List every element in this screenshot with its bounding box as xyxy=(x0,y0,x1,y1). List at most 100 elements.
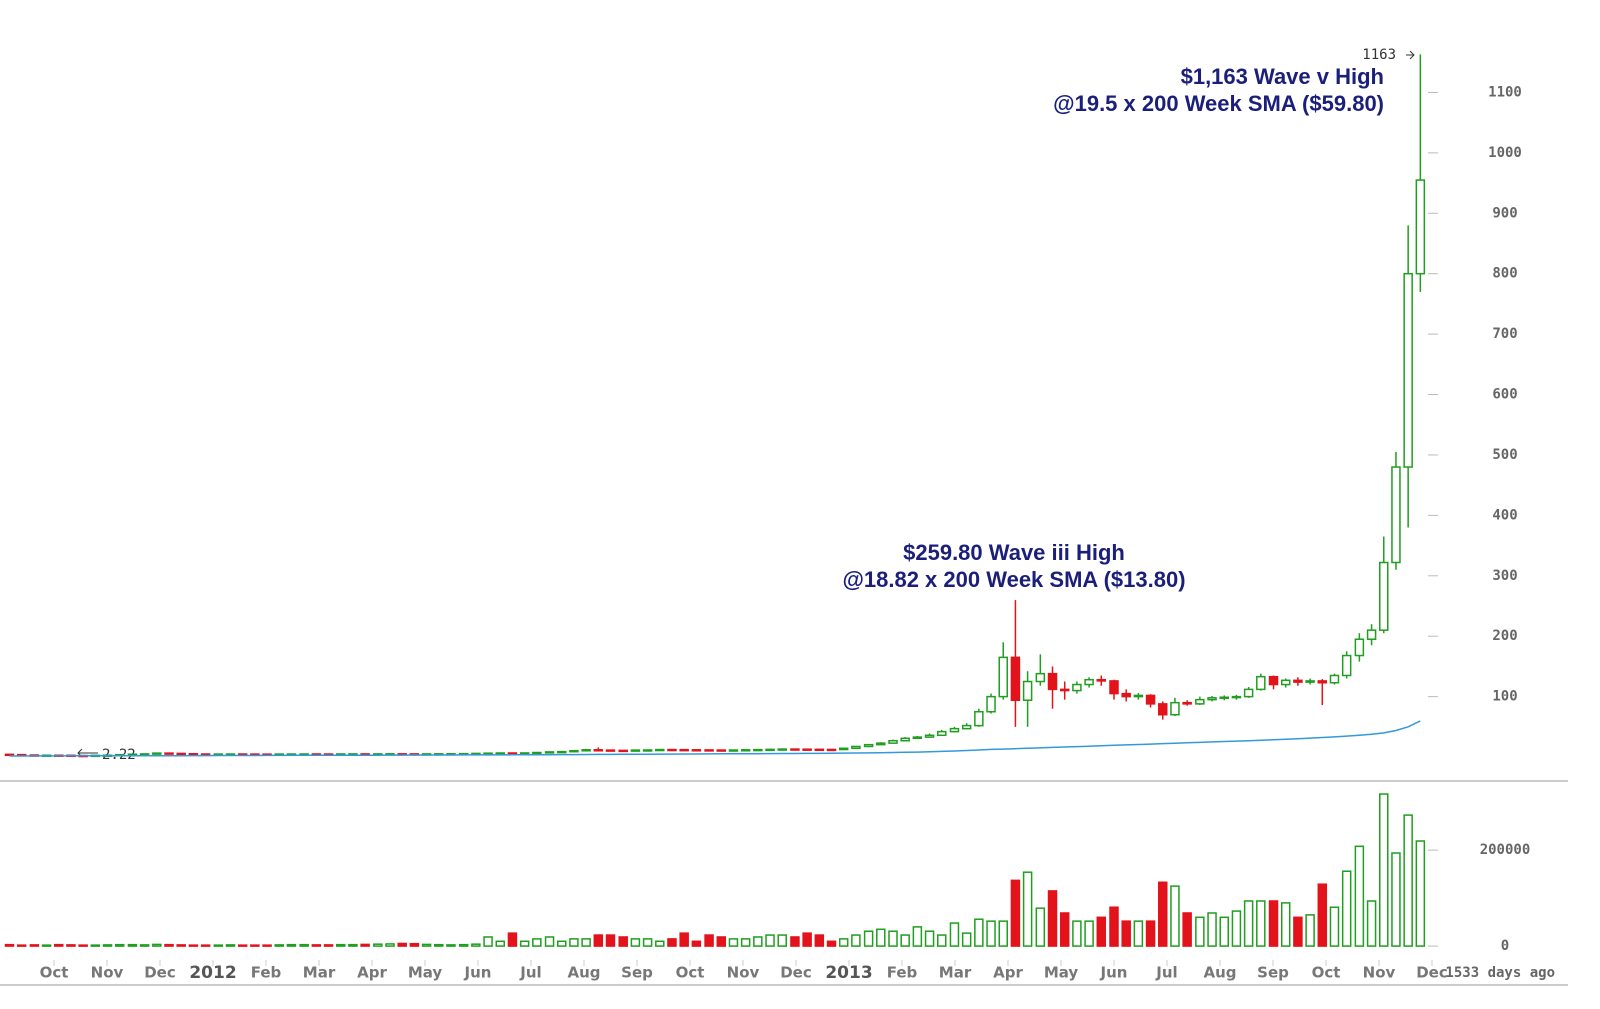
annotation: $259.80 Wave iii High xyxy=(903,540,1125,565)
volume-bar xyxy=(691,940,702,947)
candle-body xyxy=(961,724,972,730)
y-tick-label: 700 xyxy=(1492,326,1517,342)
candle-body xyxy=(1354,638,1365,657)
volume-bar xyxy=(286,943,297,947)
candle-body xyxy=(164,752,174,755)
high-marker-arrow xyxy=(1406,50,1415,60)
volume-bar xyxy=(373,943,383,947)
volume-bar xyxy=(1305,914,1315,947)
volume-bar xyxy=(961,932,972,947)
volume-bar xyxy=(740,938,751,947)
volume-bar xyxy=(790,936,800,947)
candle-body xyxy=(1059,688,1070,692)
volume-bar xyxy=(458,943,469,947)
candle-body xyxy=(1170,701,1180,716)
volume-bar xyxy=(802,932,812,947)
candle-body xyxy=(655,748,665,752)
volume-bar xyxy=(1341,870,1352,947)
candle-body xyxy=(1366,629,1377,640)
x-tick-label: Nov xyxy=(1363,964,1396,982)
x-tick-label: Dec xyxy=(780,964,812,982)
x-tick-label: Aug xyxy=(1203,964,1236,982)
volume-bar xyxy=(409,942,420,947)
candle-body xyxy=(740,749,751,752)
x-tick-label: May xyxy=(408,964,443,982)
candle-body xyxy=(924,734,935,738)
volume-bar xyxy=(1195,916,1205,947)
candle-body xyxy=(1158,703,1168,716)
volume-bar xyxy=(630,938,641,947)
volume-bar xyxy=(434,943,444,947)
candle-body xyxy=(1195,698,1205,705)
volume-bar xyxy=(1366,900,1377,947)
volume-bar xyxy=(716,936,727,947)
y-tick-label: 1100 xyxy=(1488,84,1522,100)
candle-body xyxy=(1231,695,1242,699)
volume-bar xyxy=(1121,920,1131,947)
candle-body xyxy=(1047,672,1058,691)
footer-note: 1533 days ago xyxy=(1445,965,1555,981)
volume-tick-label: 0 xyxy=(1501,938,1509,954)
volume-bar xyxy=(348,943,358,947)
x-tick-label: Mar xyxy=(303,964,336,982)
volume-bar xyxy=(127,943,138,947)
x-tick-label: Sep xyxy=(1257,964,1289,982)
volume-bar xyxy=(495,940,506,947)
volume-bar xyxy=(924,930,935,947)
y-tick-label: 100 xyxy=(1492,689,1517,705)
candle-body xyxy=(814,748,825,752)
volume-bar xyxy=(335,943,346,947)
volume-bar xyxy=(863,930,874,947)
volume-bar xyxy=(471,943,481,947)
volume-bar xyxy=(1268,900,1279,947)
candle-body xyxy=(1035,672,1046,683)
volume-bar xyxy=(90,944,101,947)
volume-bar xyxy=(814,934,825,947)
volume-bar xyxy=(1415,840,1426,947)
volume-bar xyxy=(593,934,604,947)
volume-bar xyxy=(421,943,432,947)
volume-bar xyxy=(4,943,15,947)
candle-body xyxy=(802,748,812,751)
candle-body xyxy=(1243,688,1254,698)
volume-bar xyxy=(397,942,407,947)
x-tick-label: May xyxy=(1044,964,1079,982)
volume-bar xyxy=(1022,871,1033,947)
volume-bar xyxy=(937,934,947,947)
candle-body xyxy=(1317,680,1328,684)
candle-body xyxy=(998,656,1008,698)
volume-bar xyxy=(385,943,395,947)
candle-body xyxy=(863,743,874,748)
volume-bar xyxy=(1354,845,1365,947)
volume-bar xyxy=(1109,906,1119,947)
candle-body xyxy=(1280,679,1291,686)
volume-bar xyxy=(1317,883,1328,947)
candle-body xyxy=(188,752,199,756)
volume-bar xyxy=(250,944,260,947)
candle-body xyxy=(1072,683,1082,692)
candle-body xyxy=(900,737,910,742)
candle-body xyxy=(483,752,493,755)
annotation: @18.82 x 200 Week SMA ($13.80) xyxy=(842,567,1185,592)
candle-body xyxy=(986,695,996,713)
candle-body xyxy=(937,730,947,737)
volume-bar xyxy=(851,934,861,947)
volume-bar xyxy=(1133,920,1144,947)
candle-body xyxy=(974,710,984,727)
volume-bar xyxy=(1182,912,1192,947)
volume-bar xyxy=(176,944,186,947)
candle-body xyxy=(581,749,591,752)
volume-bar xyxy=(1010,879,1021,947)
x-tick-label: 2012 xyxy=(189,963,236,983)
candle-body xyxy=(1341,654,1352,677)
volume-bar xyxy=(274,944,284,947)
volume-bar xyxy=(213,944,224,947)
x-tick-label: Aug xyxy=(567,964,600,982)
y-tick-label: 500 xyxy=(1492,447,1517,463)
candle-body xyxy=(152,752,162,755)
candle-body xyxy=(728,749,739,752)
candle-body xyxy=(716,749,727,752)
candle-body xyxy=(1256,675,1266,691)
